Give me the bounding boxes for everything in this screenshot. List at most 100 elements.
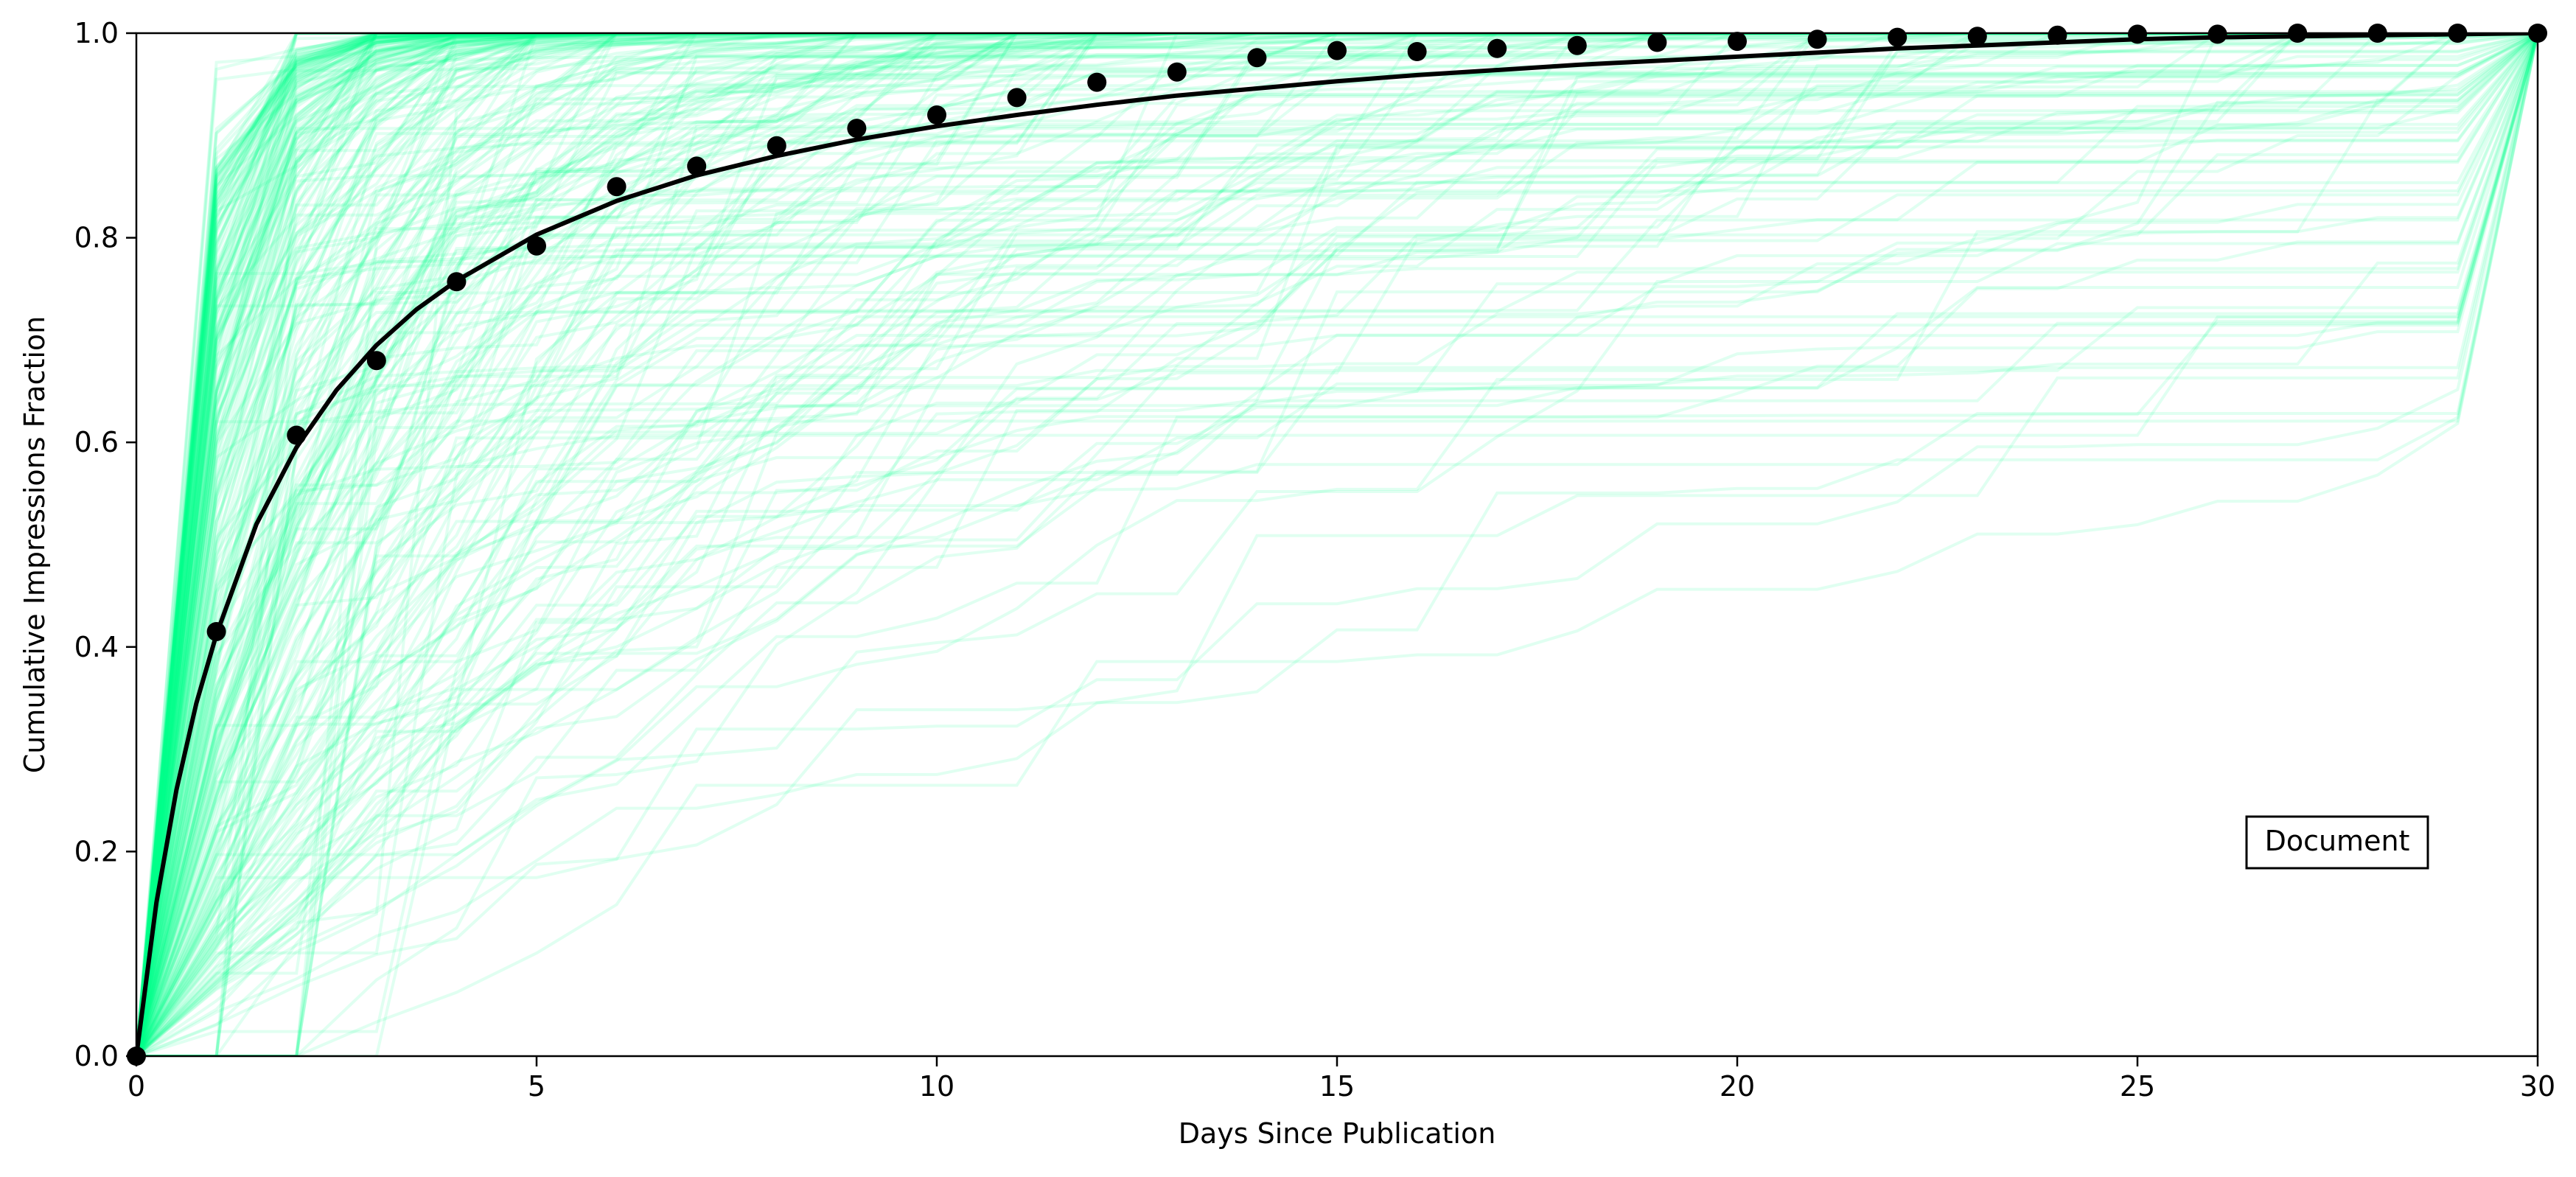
individual-curve xyxy=(136,33,2538,1056)
individual-curve xyxy=(136,33,2538,1056)
individual-curve xyxy=(136,33,2538,1056)
individual-curve xyxy=(136,33,2538,1056)
individual-curve xyxy=(136,33,2538,1056)
individual-curve xyxy=(136,33,2538,1056)
individual-curve xyxy=(136,33,2538,1056)
individual-curve xyxy=(136,33,2538,1056)
mean-marker xyxy=(1327,41,1347,60)
individual-curve xyxy=(136,33,2538,1056)
mean-marker xyxy=(1967,27,1987,46)
individual-curve xyxy=(136,33,2538,1056)
individual-curve xyxy=(136,33,2538,1056)
individual-curve xyxy=(136,33,2538,1056)
individual-curve xyxy=(136,33,2538,1056)
individual-curve xyxy=(136,33,2538,1056)
x-tick-label: 25 xyxy=(2120,1070,2155,1103)
mean-marker xyxy=(2207,24,2227,44)
mean-marker xyxy=(287,425,307,445)
individual-curve xyxy=(136,33,2538,1056)
individual-curve xyxy=(136,33,2538,1056)
individual-curve xyxy=(136,33,2538,1056)
individual-curve xyxy=(136,33,2538,1056)
mean-marker xyxy=(206,622,226,641)
individual-curve xyxy=(136,33,2538,1056)
individual-curve xyxy=(136,33,2538,1056)
individual-curve xyxy=(136,33,2538,1056)
annotation-box: Document xyxy=(2245,815,2429,870)
individual-curve xyxy=(136,33,2538,1056)
individual-curve xyxy=(136,33,2538,1056)
individual-curve xyxy=(136,33,2538,1056)
individual-curve xyxy=(136,33,2538,1056)
individual-curve xyxy=(136,33,2538,1056)
individual-curve xyxy=(136,33,2538,1056)
mean-marker xyxy=(607,177,626,197)
individual-curve xyxy=(136,33,2538,1056)
individual-curve xyxy=(136,33,2538,1056)
individual-curve xyxy=(136,33,2538,1056)
mean-marker xyxy=(1407,42,1427,61)
individual-curve xyxy=(136,33,2538,1056)
individual-curve xyxy=(136,33,2538,1056)
y-tick-label: 1.0 xyxy=(74,17,119,49)
individual-curve xyxy=(136,33,2538,1056)
individual-curve xyxy=(136,33,2538,1056)
individual-curve xyxy=(136,33,2538,1056)
individual-curve xyxy=(136,33,2538,1056)
individual-curve xyxy=(136,33,2538,1056)
individual-curve xyxy=(136,33,2538,1056)
y-tick-label: 0.0 xyxy=(74,1040,119,1072)
mean-marker xyxy=(1087,72,1107,92)
individual-curve xyxy=(136,33,2538,1056)
individual-curve xyxy=(136,33,2538,1056)
individual-curve xyxy=(136,33,2538,1056)
individual-curve xyxy=(136,33,2538,1056)
mean-marker xyxy=(687,156,707,176)
individual-curve xyxy=(136,33,2538,1056)
individual-curve xyxy=(136,33,2538,1056)
individual-curve xyxy=(136,33,2538,1056)
individual-curve xyxy=(136,33,2538,1056)
individual-curve xyxy=(136,33,2538,1056)
mean-markers xyxy=(127,24,2547,1066)
mean-marker xyxy=(1567,35,1587,55)
individual-curve xyxy=(136,33,2538,1056)
individual-curve xyxy=(136,33,2538,1056)
individual-curve xyxy=(136,33,2538,1056)
individual-curve xyxy=(136,33,2538,1056)
individual-curve xyxy=(136,33,2538,1056)
individual-curve xyxy=(136,33,2538,1056)
individual-curve xyxy=(136,33,2538,1056)
individual-curve xyxy=(136,33,2538,1056)
individual-curve xyxy=(136,33,2538,1056)
individual-curve xyxy=(136,33,2538,1056)
individual-curve xyxy=(136,33,2538,1056)
individual-curve xyxy=(136,33,2538,1056)
individual-curve xyxy=(136,33,2538,1056)
individual-curve xyxy=(136,33,2538,1056)
individual-curve xyxy=(136,33,2538,1056)
individual-curve xyxy=(136,33,2538,1056)
individual-curve xyxy=(136,33,2538,1056)
individual-curve xyxy=(136,33,2538,1056)
individual-curve xyxy=(136,33,2538,1056)
mean-marker xyxy=(767,136,786,156)
individual-curve xyxy=(136,33,2538,1056)
individual-curve xyxy=(136,33,2538,1056)
individual-curve xyxy=(136,33,2538,1056)
individual-curve xyxy=(136,33,2538,1056)
individual-curve xyxy=(136,33,2538,1056)
individual-curve xyxy=(136,33,2538,1056)
individual-curve xyxy=(136,33,2538,1056)
individual-curve xyxy=(136,33,2538,1056)
mean-marker xyxy=(927,105,946,125)
individual-curve xyxy=(136,33,2538,1056)
individual-curve xyxy=(136,33,2538,1056)
individual-curve xyxy=(136,33,2538,1056)
x-tick-label: 0 xyxy=(128,1070,145,1103)
individual-curve xyxy=(136,33,2538,1056)
y-tick-label: 0.8 xyxy=(74,222,119,254)
individual-curve xyxy=(136,33,2538,1056)
individual-curve xyxy=(136,33,2538,1056)
individual-curve xyxy=(136,33,2538,1056)
